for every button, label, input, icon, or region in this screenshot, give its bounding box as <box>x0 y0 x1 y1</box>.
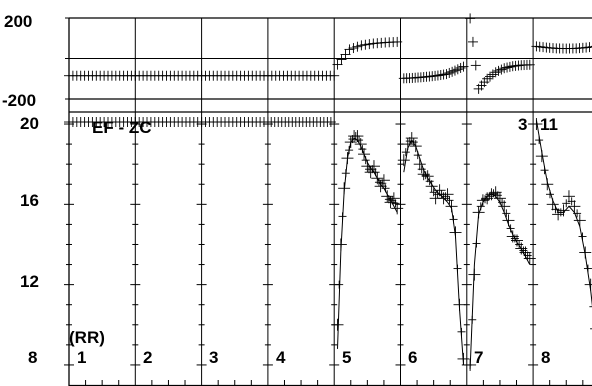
main-y-tick-12: 12 <box>20 272 39 291</box>
main-annotation: EF - ZC <box>92 118 152 137</box>
panel-label-3: 3 <box>209 348 218 367</box>
panel-label-1: 1 <box>77 348 86 367</box>
panel-label-5: 5 <box>342 348 351 367</box>
extra-text: 3 <box>518 115 527 134</box>
top-y-tick-max: 200 <box>4 12 32 31</box>
main-fit-line <box>403 139 464 365</box>
panel-label-7: 7 <box>474 348 483 367</box>
top-y-tick-min: -200 <box>2 91 36 110</box>
main-fit-line <box>535 119 592 307</box>
panel-11-label: 11 <box>540 115 558 134</box>
panel-label-8: 8 <box>541 348 550 367</box>
panel-label-6: 6 <box>408 348 417 367</box>
main-y-tick-16: 16 <box>20 191 39 210</box>
panel-label-4: 4 <box>276 348 286 367</box>
main-fit-line <box>469 193 531 370</box>
panel-label-2: 2 <box>143 348 152 367</box>
main-y-tick-20: 20 <box>20 114 39 133</box>
y-unit-label: (RR) <box>69 328 105 347</box>
main-y-tick-8: 8 <box>28 348 37 367</box>
top-panel-markers <box>64 13 592 94</box>
main-panel-markers <box>64 117 592 371</box>
